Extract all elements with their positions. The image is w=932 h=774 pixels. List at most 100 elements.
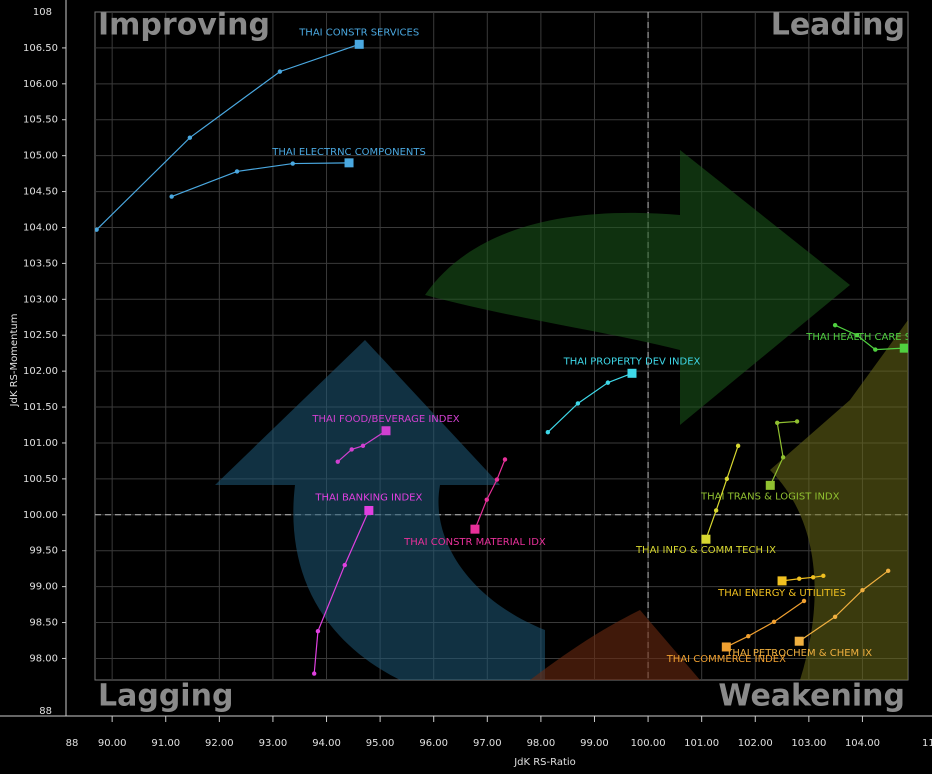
tail-point [780,455,786,460]
tail-point [854,333,860,338]
y-tick-label: 99.00 [29,582,58,593]
series-label: THAI INFO & COMM TECH IX [635,545,776,556]
tail-point [502,457,508,462]
tail-point [349,447,354,452]
tail-point [713,508,719,513]
y-tick-label: 104.50 [23,187,58,198]
series-label: THAI COMMERCE INDEX [666,654,786,665]
y-tick-label: 105.00 [23,151,58,162]
y-tick-label: 101.00 [23,438,58,449]
series-head [627,368,637,378]
x-tick-label: 103.00 [791,738,826,749]
x-tick-label: 96.00 [419,738,448,749]
tail-point [873,347,878,352]
series-head [777,576,787,586]
tail-point [775,420,780,426]
x-break-label: 11 [922,738,932,749]
tail-point [885,568,891,574]
tail-point [290,161,295,166]
x-tick-label: 100.00 [631,738,666,749]
tail-point [832,614,838,619]
series-head [364,505,374,515]
tail-point [771,619,777,625]
series-tail [96,43,360,231]
tail-point [860,588,865,593]
x-axis-label: JdK RS-Ratio [513,757,576,768]
series-tail [705,445,739,540]
quadrant-label: Weakening [718,679,905,714]
y-tick-label: 99.50 [29,546,58,557]
y-tick-label: 102.00 [23,366,58,377]
series-label: THAI CONSTR MATERIAL IDX [403,537,546,548]
tail-point [494,477,500,482]
tail-point [832,322,838,328]
series-head [344,158,354,168]
quadrant-label: Improving [98,8,270,43]
series-label: THAI PROPERTY DEV INDEX [563,356,701,367]
series-head [794,636,804,646]
y-break-label: 88 [39,706,52,717]
series-tail [798,570,889,642]
y-break-label: 108 [33,7,52,18]
x-tick-label: 93.00 [259,738,288,749]
series-head [721,642,731,652]
tail-point [545,429,551,435]
y-tick-label: 106.00 [23,79,58,90]
tail-point [335,459,340,464]
x-tick-label: 101.00 [684,738,719,749]
tail-point [315,628,321,634]
series-label: THAI TRANS & LOGIST INDX [700,491,840,502]
series-label: THAI CONSTR SERVICES [298,27,419,38]
tail-point [797,576,802,581]
x-tick-label: 97.00 [473,738,502,749]
y-tick-label: 98.00 [29,653,58,664]
tail-point [311,671,317,676]
tail-point [277,69,283,74]
series-label: THAI BANKING INDEX [314,492,422,503]
x-break-label: 88 [66,738,79,749]
x-tick-label: 102.00 [738,738,773,749]
series-tail [769,420,798,486]
x-tick-label: 104.00 [845,738,880,749]
y-tick-label: 101.50 [23,402,58,413]
series-label: THAI HEALTH CARE SERVIC [805,332,932,343]
series-tail [726,600,805,648]
rotation-arrows [215,150,908,680]
x-tick-label: 99.00 [580,738,609,749]
tail-point [575,401,581,406]
quadrant-label: Lagging [98,679,233,714]
tail-point [95,227,99,232]
series-label: THAI PETROCHEM & CHEM IX [725,648,872,659]
tail-point [724,476,730,482]
x-tick-label: 98.00 [527,738,556,749]
series-head [470,524,480,534]
series-tail [337,430,387,463]
tail-point [821,573,826,579]
y-tick-label: 104.00 [23,222,58,233]
series-label: THAI ELECTRNC COMPONENTS [271,147,426,158]
x-tick-label: 95.00 [366,738,395,749]
series-label: THAI FOOD/BEVERAGE INDEX [311,414,459,425]
series-head [765,480,775,490]
tail-point [360,443,366,449]
series-tail [171,162,350,198]
series-tail [547,372,633,433]
y-tick-label: 98.50 [29,618,58,629]
y-axis-label: JdK RS-Momentum [9,314,20,408]
x-tick-label: 94.00 [312,738,341,749]
tail-point [187,135,193,140]
y-tick-label: 106.50 [23,43,58,54]
series-head [701,534,711,544]
tail-point [746,633,751,639]
tail-point [735,443,741,449]
series-head [899,343,908,353]
tail-point [234,169,240,174]
tail-point [794,419,800,424]
x-tick-label: 90.00 [98,738,127,749]
quadrant-label: Leading [771,8,905,43]
y-tick-label: 105.50 [23,115,58,126]
y-tick-label: 103.50 [23,258,58,269]
tail-point [484,497,489,502]
